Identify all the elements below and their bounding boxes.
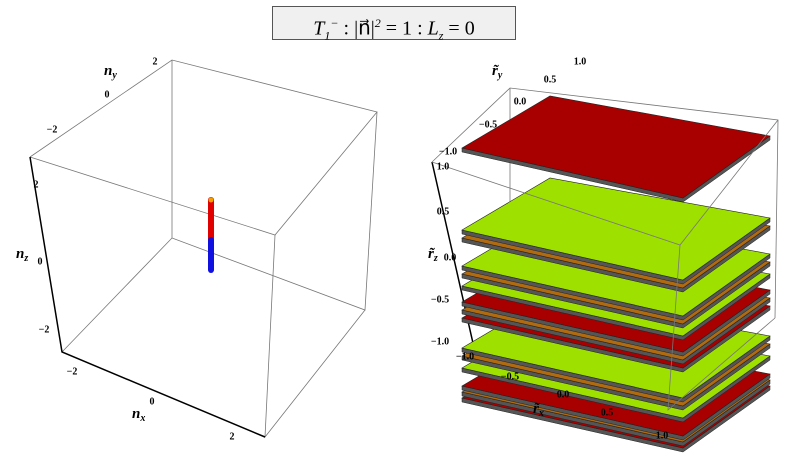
title-lz: L bbox=[427, 17, 439, 40]
axis-label: r̃x bbox=[533, 401, 544, 419]
tick-label: 1.0 bbox=[656, 430, 669, 441]
axis-label-base: n bbox=[132, 406, 140, 422]
tick-label: −0.5 bbox=[431, 294, 449, 305]
tick-label: 0.0 bbox=[444, 252, 457, 263]
axis-label: ny bbox=[104, 63, 117, 81]
box-edge bbox=[431, 87, 779, 319]
axis-label-base: n bbox=[16, 246, 24, 262]
title-sep: : bbox=[343, 17, 350, 40]
title-sub: 1 bbox=[324, 28, 331, 43]
title-lz-sub: z bbox=[438, 28, 444, 43]
axis-label-sub: z bbox=[433, 253, 438, 264]
plate bbox=[461, 177, 771, 281]
axis-label: nx bbox=[132, 406, 145, 424]
axis-label-base: n bbox=[104, 63, 112, 79]
tick-label: −0.5 bbox=[501, 371, 519, 382]
tick-label: 1.0 bbox=[437, 161, 450, 172]
axis-label-sub: x bbox=[538, 408, 544, 419]
axis-label-sub: y bbox=[111, 70, 117, 81]
tick-label: 0.5 bbox=[437, 206, 450, 217]
axis-label-sub: z bbox=[23, 253, 28, 264]
title-sep: : bbox=[417, 17, 423, 40]
axis-label-base: r̃ bbox=[533, 401, 541, 417]
tick-label: 0 bbox=[105, 89, 110, 100]
tick-label: −2 bbox=[47, 124, 58, 135]
title-lhs: |n⃗| bbox=[354, 17, 375, 40]
tick-label: 0 bbox=[150, 396, 155, 407]
tick-label: 0.5 bbox=[544, 74, 557, 85]
axis-label-base: r̃ bbox=[428, 246, 436, 262]
title-exp: 2 bbox=[374, 16, 381, 30]
rod-cap bbox=[208, 197, 214, 203]
right-box bbox=[431, 87, 779, 453]
tick-label: 0 bbox=[38, 256, 43, 267]
title: T1− : |n⃗|2 = 1 : Lz = 0 bbox=[272, 6, 516, 43]
tick-label: −1.0 bbox=[439, 146, 457, 157]
tick-label: −1.0 bbox=[456, 351, 474, 362]
tick-label: −2 bbox=[67, 366, 78, 377]
tick-label: 2 bbox=[34, 179, 39, 190]
title-rhs: = 1 bbox=[385, 17, 413, 40]
axis-label-sub: x bbox=[139, 413, 145, 424]
box-edge bbox=[264, 234, 366, 439]
plate bbox=[461, 95, 771, 199]
box-edge bbox=[171, 60, 378, 311]
axis-line bbox=[29, 156, 266, 438]
axis-label-sub: y bbox=[497, 70, 503, 81]
tick-label: 2 bbox=[153, 56, 158, 67]
labels: 20−2ny20−2nz−202nx1.00.50.0−0.5−1.0r̃y1.… bbox=[16, 56, 668, 442]
box-edge bbox=[29, 59, 378, 236]
title-sup: − bbox=[330, 16, 339, 30]
title-rhs: = 0 bbox=[448, 17, 475, 40]
axis-label: r̃y bbox=[492, 63, 503, 81]
tick-label: 1.0 bbox=[574, 56, 587, 67]
box-edge bbox=[667, 244, 776, 411]
tick-label: −1.0 bbox=[431, 336, 449, 347]
tick-label: 0.5 bbox=[601, 407, 614, 418]
tick-label: 0.0 bbox=[514, 96, 527, 107]
tick-label: 0.0 bbox=[557, 389, 570, 400]
axis-label: r̃z bbox=[428, 246, 438, 264]
tick-label: 2 bbox=[230, 431, 235, 442]
axis-label: nz bbox=[16, 246, 28, 264]
tick-label: −0.5 bbox=[479, 119, 497, 130]
box-edge bbox=[61, 237, 173, 353]
tick-label: −2 bbox=[39, 324, 50, 335]
axis-label-base: r̃ bbox=[492, 63, 500, 79]
right-box-front bbox=[431, 119, 779, 411]
left-box bbox=[29, 59, 378, 439]
title-symbol: T bbox=[313, 17, 325, 40]
